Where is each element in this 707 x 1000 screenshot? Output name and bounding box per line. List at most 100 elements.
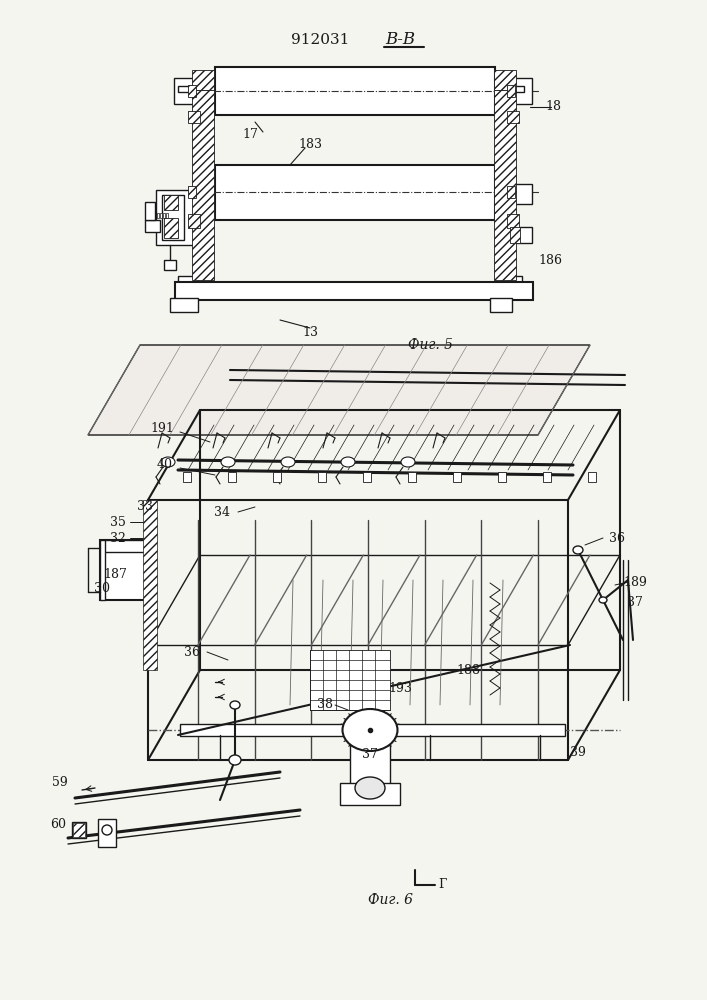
Bar xyxy=(157,213,159,218)
Text: 33: 33 xyxy=(137,500,153,514)
Text: Фиг. 5: Фиг. 5 xyxy=(407,338,452,352)
Bar xyxy=(494,70,516,90)
Text: 37: 37 xyxy=(627,595,643,608)
Ellipse shape xyxy=(342,709,397,751)
Bar xyxy=(507,214,519,228)
Bar xyxy=(178,276,198,282)
Bar xyxy=(183,472,191,482)
Text: 36: 36 xyxy=(609,532,625,544)
Bar xyxy=(512,78,532,104)
Text: 189: 189 xyxy=(623,576,647,588)
Text: 188: 188 xyxy=(456,664,480,676)
Text: 35: 35 xyxy=(110,516,126,528)
Text: 34: 34 xyxy=(214,506,230,518)
Bar xyxy=(494,90,516,280)
Bar xyxy=(507,85,515,97)
Text: 193: 193 xyxy=(388,682,412,694)
Bar xyxy=(180,724,565,736)
Bar xyxy=(512,184,532,204)
Ellipse shape xyxy=(401,457,415,467)
Bar xyxy=(318,472,326,482)
Bar xyxy=(588,472,596,482)
Ellipse shape xyxy=(102,825,112,835)
Text: 60: 60 xyxy=(50,818,66,832)
Text: Фиг. 6: Фиг. 6 xyxy=(368,893,412,907)
Bar xyxy=(490,298,512,312)
Text: 36: 36 xyxy=(184,646,200,658)
Ellipse shape xyxy=(355,777,385,799)
Text: 32: 32 xyxy=(110,532,126,544)
Text: 183: 183 xyxy=(298,137,322,150)
Ellipse shape xyxy=(161,457,175,467)
Bar xyxy=(145,220,160,232)
Text: 912031: 912031 xyxy=(291,33,349,47)
Bar xyxy=(188,111,200,123)
Bar xyxy=(178,86,198,92)
Ellipse shape xyxy=(229,755,241,765)
Bar xyxy=(188,85,196,97)
Ellipse shape xyxy=(573,546,583,554)
Bar xyxy=(510,188,525,198)
Text: 38: 38 xyxy=(317,698,333,712)
Text: 37: 37 xyxy=(362,748,378,762)
Bar xyxy=(188,186,196,198)
Ellipse shape xyxy=(599,597,607,603)
Bar xyxy=(181,85,196,97)
Bar xyxy=(408,472,416,482)
Bar xyxy=(72,822,86,838)
Bar xyxy=(215,67,495,115)
Bar xyxy=(510,227,520,243)
Bar xyxy=(350,745,390,785)
Text: 13: 13 xyxy=(302,326,318,338)
Bar xyxy=(100,540,148,552)
Bar xyxy=(162,195,184,240)
Ellipse shape xyxy=(281,457,295,467)
Text: 40: 40 xyxy=(157,458,173,472)
Text: 59: 59 xyxy=(52,776,68,788)
Bar xyxy=(192,90,214,280)
Text: 17: 17 xyxy=(242,128,258,141)
Text: 187: 187 xyxy=(103,568,127,582)
Bar xyxy=(363,472,371,482)
Bar xyxy=(453,472,461,482)
Bar xyxy=(163,213,165,218)
Bar xyxy=(507,111,519,123)
Bar xyxy=(145,202,155,220)
Bar xyxy=(340,783,400,805)
Bar xyxy=(170,298,198,312)
Bar xyxy=(273,472,281,482)
Text: 30: 30 xyxy=(94,582,110,594)
Polygon shape xyxy=(88,345,590,435)
Bar xyxy=(175,282,533,300)
Bar xyxy=(228,472,236,482)
Bar xyxy=(507,186,515,198)
Bar xyxy=(215,165,495,220)
Bar xyxy=(510,85,525,97)
Bar xyxy=(543,472,551,482)
Bar xyxy=(508,86,524,92)
Bar xyxy=(174,78,194,104)
Bar xyxy=(160,213,162,218)
Bar xyxy=(156,190,201,245)
Bar xyxy=(166,213,168,218)
Ellipse shape xyxy=(341,457,355,467)
Bar xyxy=(100,540,148,600)
Bar xyxy=(100,540,105,600)
Text: 186: 186 xyxy=(538,253,562,266)
Bar xyxy=(164,218,178,238)
Bar xyxy=(164,195,178,210)
Bar xyxy=(73,823,85,837)
Bar xyxy=(143,500,157,670)
Text: В-В: В-В xyxy=(385,31,415,48)
Bar xyxy=(164,260,176,270)
Bar xyxy=(510,227,532,243)
Bar xyxy=(192,70,214,90)
Bar xyxy=(98,819,116,847)
Text: 191: 191 xyxy=(150,422,174,434)
Ellipse shape xyxy=(221,457,235,467)
Text: Г: Г xyxy=(438,879,446,892)
Text: 39: 39 xyxy=(570,746,586,758)
Text: 18: 18 xyxy=(545,101,561,113)
Ellipse shape xyxy=(230,701,240,709)
Bar xyxy=(508,276,522,282)
